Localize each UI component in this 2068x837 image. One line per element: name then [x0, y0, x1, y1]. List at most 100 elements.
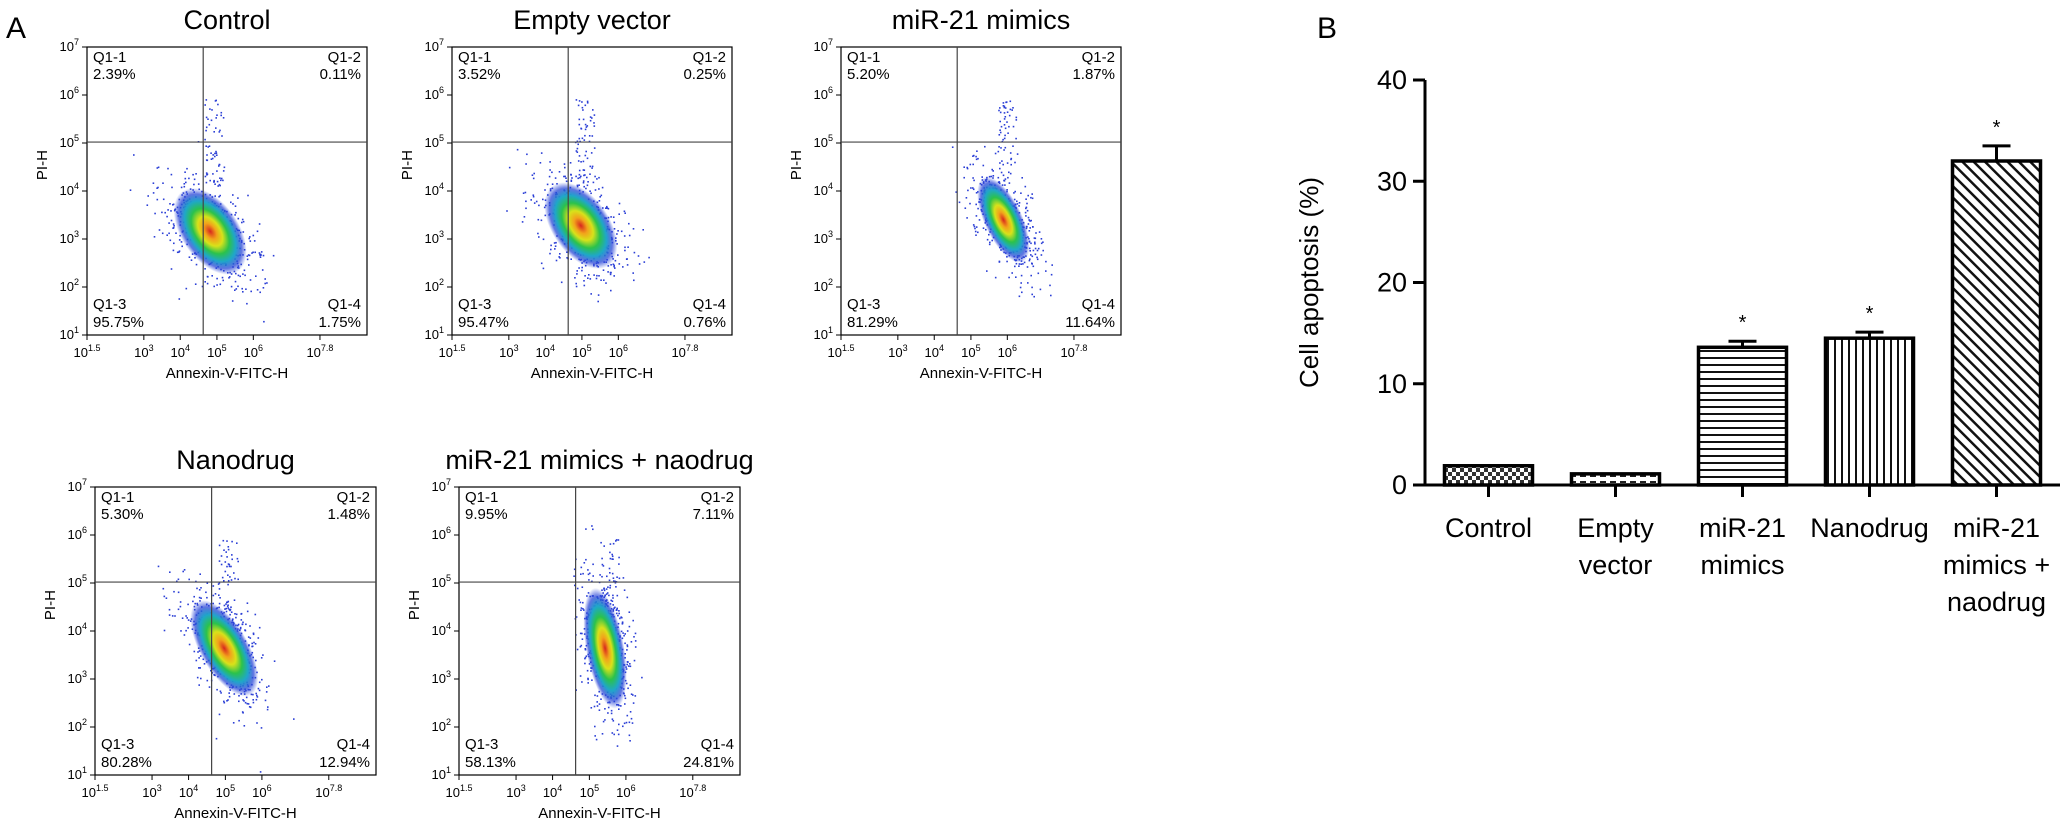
x-tick-label: 103: [499, 343, 518, 360]
y-axis-label: Cell apoptosis (%): [1294, 177, 1324, 388]
x-axis-label: Annexin-V-FITC-H: [920, 365, 1043, 382]
q1-label: Q1-1: [101, 489, 134, 506]
x-tick-label: 104: [535, 343, 554, 360]
significance-label: *: [1993, 117, 2001, 139]
q1-label: Q1-1: [93, 49, 126, 66]
y-tick-label: 106: [425, 85, 444, 102]
bar: [1696, 345, 1789, 487]
y-tick-label: 101: [425, 325, 444, 342]
x-tick-label: 105: [572, 343, 591, 360]
category-label: vector: [1579, 550, 1653, 580]
x-tick-label: 101.5: [82, 783, 109, 800]
q1-value: 5.30%: [101, 506, 144, 523]
y-tick-label: 40: [1377, 65, 1407, 95]
x-tick-label: 105: [207, 343, 226, 360]
flow-plot-mir21-mimics-naodrug: miR-21 mimics + naodrug Q1-1 9.95% Q1-2 …: [406, 445, 754, 822]
q3-label: Q1-3: [465, 736, 498, 753]
flow-plot-nanodrug: Nanodrug Q1-1 5.30% Q1-2 1.48% Q1-3 80.2…: [42, 445, 377, 822]
q2-value: 1.87%: [1072, 66, 1115, 83]
y-tick-label: 20: [1377, 268, 1407, 298]
q3-value: 95.47%: [458, 314, 509, 331]
plot-frame: [86, 46, 368, 336]
bar: [1823, 336, 1916, 487]
q2-value: 7.11%: [693, 506, 734, 523]
bar: [1442, 464, 1535, 487]
y-tick-label: 105: [60, 133, 79, 150]
y-tick-label: 102: [68, 717, 87, 734]
category-label: Empty: [1577, 513, 1654, 543]
plot-title: Control: [183, 5, 270, 35]
q1-value: 5.20%: [847, 66, 890, 83]
q4-value: 24.81%: [683, 754, 734, 771]
flow-plot-control: Control Q1-1 2.39% Q1-2 0.11% Q1-3 95.75…: [34, 5, 368, 382]
q4-value: 11.64%: [1065, 314, 1115, 331]
y-tick-label: 107: [425, 37, 444, 54]
y-axis-label: PI-H: [399, 150, 416, 180]
q2-label: Q1-2: [1082, 49, 1115, 66]
category-label: Nanodrug: [1810, 513, 1929, 543]
y-tick-label: 107: [432, 477, 451, 494]
x-tick-label: 101.5: [828, 343, 855, 360]
y-axis-label: PI-H: [34, 150, 51, 180]
x-axis-label: Annexin-V-FITC-H: [174, 805, 297, 822]
q3-label: Q1-3: [458, 296, 491, 313]
panel-a-letter: A: [6, 12, 26, 45]
y-tick-label: 103: [432, 669, 451, 686]
category-label: mimics +: [1943, 550, 2050, 580]
q3-label: Q1-3: [101, 736, 134, 753]
q2-label: Q1-2: [701, 489, 734, 506]
x-axis-label: Annexin-V-FITC-H: [166, 365, 289, 382]
x-tick-label: 107.8: [1060, 343, 1087, 360]
y-tick-label: 106: [68, 525, 87, 542]
q2-label: Q1-2: [337, 489, 370, 506]
x-tick-label: 101.5: [439, 343, 466, 360]
q1-label: Q1-1: [458, 49, 491, 66]
y-tick-label: 106: [60, 85, 79, 102]
bar-chart: Cell apoptosis (%) 0 10 20 30 40 Control Empty…: [1294, 65, 2060, 617]
y-tick-label: 105: [432, 573, 451, 590]
y-axis-label: PI-H: [406, 590, 423, 620]
y-tick-label: 10: [1377, 369, 1407, 399]
y-tick-label: 105: [425, 133, 444, 150]
q3-value: 58.13%: [465, 754, 516, 771]
q1-value: 3.52%: [458, 66, 501, 83]
q4-label: Q1-4: [337, 736, 370, 753]
plot-title: Empty vector: [513, 5, 671, 35]
q3-value: 95.75%: [93, 314, 144, 331]
q2-label: Q1-2: [693, 49, 726, 66]
x-tick-label: 105: [961, 343, 980, 360]
x-tick-label: 101.5: [446, 783, 473, 800]
density-core: [190, 600, 259, 697]
y-tick-label: 30: [1377, 166, 1407, 196]
q2-value: 0.11%: [320, 66, 361, 83]
x-tick-label: 106: [244, 343, 263, 360]
x-axis-label: Annexin-V-FITC-H: [531, 365, 654, 382]
x-tick-label: 103: [134, 343, 153, 360]
x-tick-label: 103: [142, 783, 161, 800]
q4-value: 12.94%: [319, 754, 370, 771]
category-label: mimics: [1701, 550, 1785, 580]
y-tick-label: 101: [814, 325, 833, 342]
x-tick-label: 106: [609, 343, 628, 360]
panel-b-letter: B: [1317, 12, 1337, 45]
q4-value: 1.75%: [318, 314, 361, 331]
x-tick-label: 104: [543, 783, 562, 800]
q4-label: Q1-4: [1082, 296, 1115, 313]
plot-title: Nanodrug: [176, 445, 295, 475]
y-tick-label: 103: [68, 669, 87, 686]
y-tick-label: 105: [814, 133, 833, 150]
y-tick-label: 105: [68, 573, 87, 590]
density-core: [544, 182, 618, 269]
x-tick-label: 104: [924, 343, 943, 360]
x-tick-label: 103: [888, 343, 907, 360]
q1-value: 2.39%: [93, 66, 136, 83]
y-tick-label: 0: [1392, 470, 1407, 500]
x-tick-label: 106: [616, 783, 635, 800]
category-label: miR-21: [1699, 513, 1786, 543]
q1-value: 9.95%: [465, 506, 508, 523]
q1-label: Q1-1: [847, 49, 880, 66]
y-tick-label: 103: [60, 229, 79, 246]
y-tick-label: 107: [60, 37, 79, 54]
y-tick-label: 101: [68, 765, 87, 782]
